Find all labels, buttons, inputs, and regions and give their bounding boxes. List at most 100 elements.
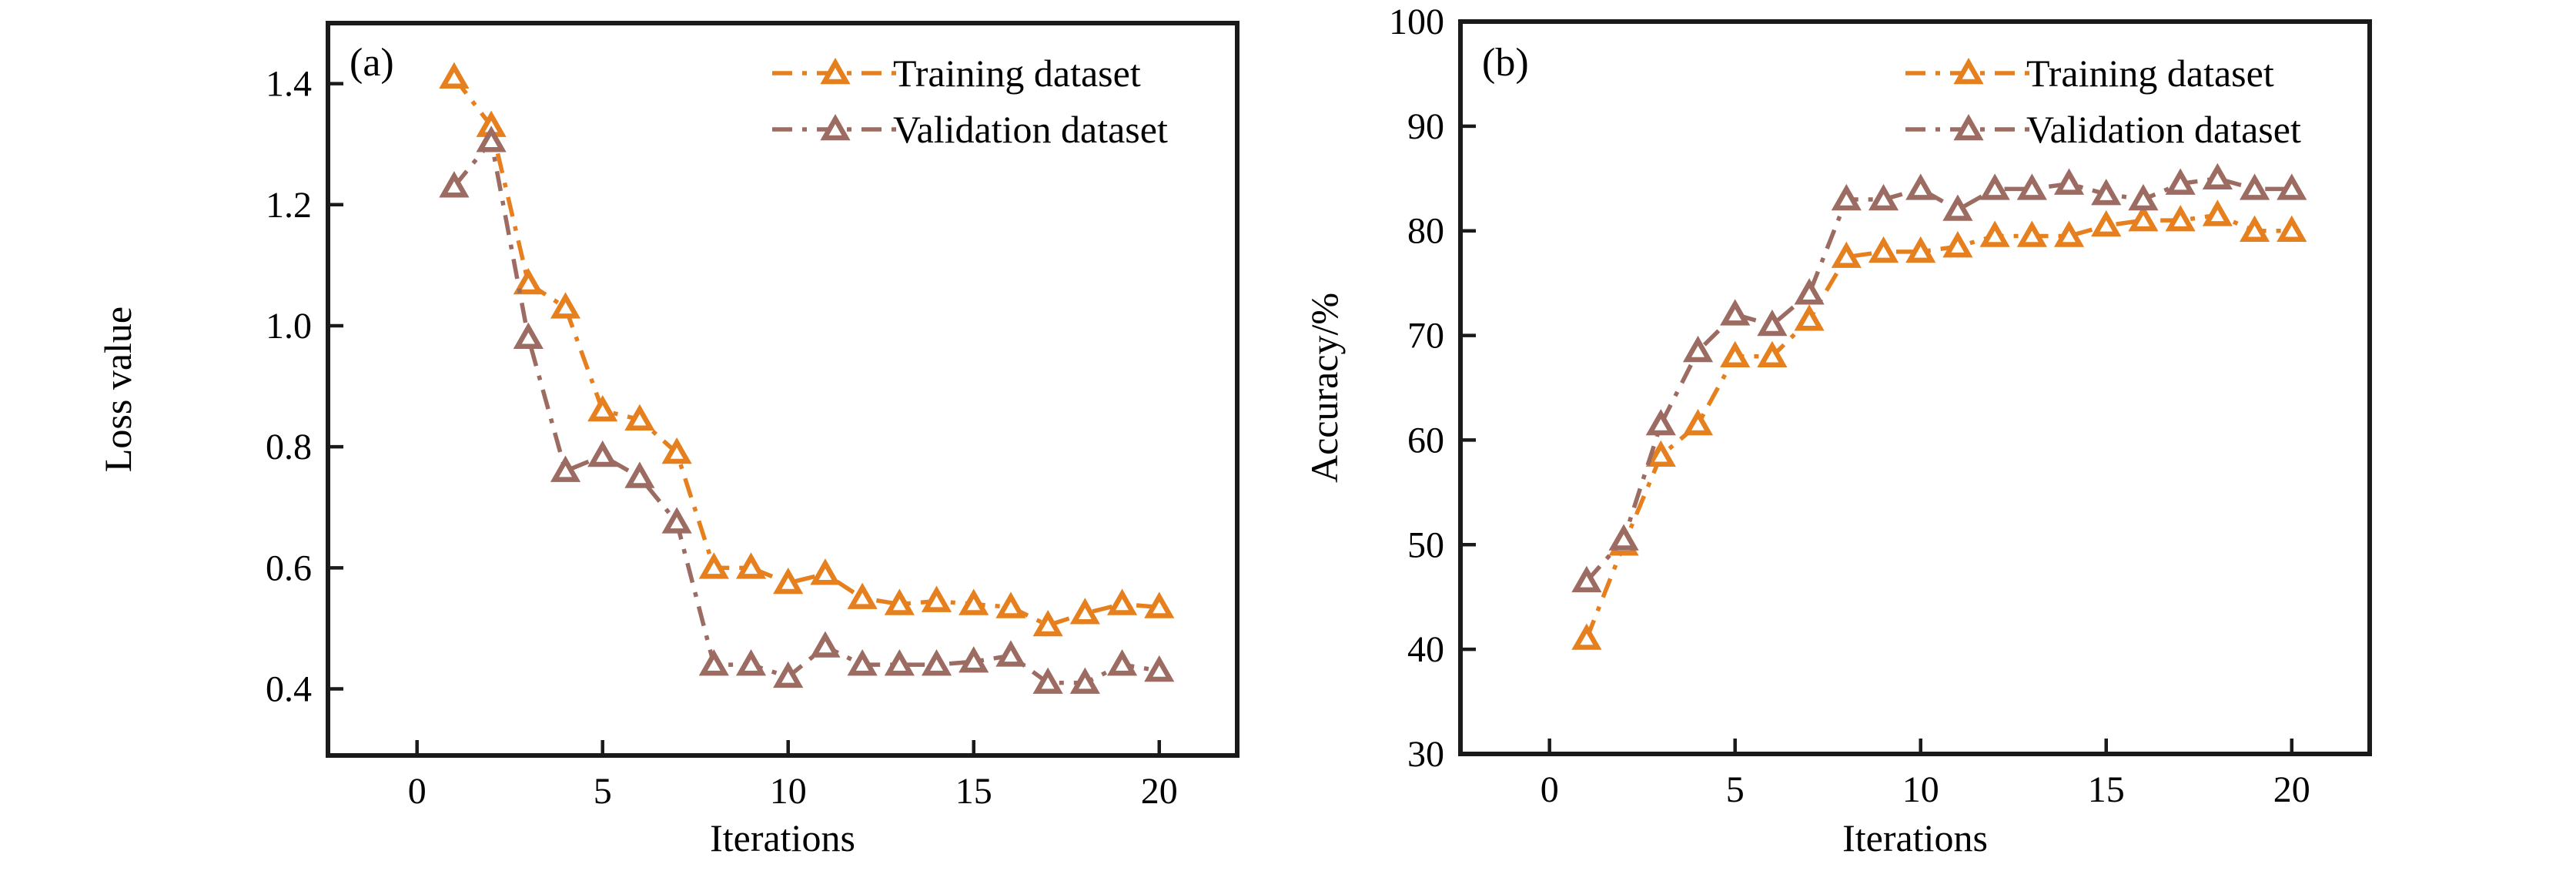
y-axis-title: Accuracy/% [1303,293,1346,483]
triangle-marker [439,171,470,198]
triangle-marker [1979,220,2010,247]
y-tick-label: 1.4 [266,64,312,105]
triangle-marker [513,322,544,349]
triangle-marker [1144,655,1175,682]
series-markers-training [1571,199,2307,650]
triangle-marker [661,437,692,464]
triangle-marker [698,552,729,579]
triangle-marker [1608,524,1639,551]
legend-triangle-marker [1953,57,1984,85]
triangle-marker [2016,173,2047,200]
y-tick-label: 0.8 [266,427,312,467]
triangle-marker [1144,591,1175,618]
triangle-marker [958,646,989,673]
series-line-validation [1584,176,2292,583]
y-tick-label: 90 [1407,106,1444,147]
x-tick-label: 5 [594,771,612,812]
triangle-marker [1032,609,1063,637]
y-tick-label: 30 [1407,734,1444,775]
triangle-marker [1868,183,1899,211]
triangle-marker [2128,183,2159,211]
x-tick-label: 20 [2273,769,2310,810]
legend-label-training: Training dataset [2026,52,2274,95]
triangle-marker [1069,598,1100,625]
triangle-marker [995,640,1026,667]
triangle-marker [995,591,1026,618]
y-tick-label: 100 [1389,2,1444,42]
triangle-marker [847,649,878,676]
panel-label: (a) [350,41,394,85]
triangle-marker [2091,209,2122,237]
triangle-marker [2202,199,2233,226]
legend-label-validation: Validation dataset [893,108,1168,151]
triangle-marker [587,394,618,422]
triangle-marker [550,455,581,482]
triangle-marker [2239,215,2270,242]
x-tick-label: 20 [1141,771,1178,812]
triangle-marker [1831,241,1862,268]
plot-frame [1458,19,2372,756]
triangle-marker [1905,173,1936,200]
triangle-marker [1720,340,1751,367]
series-markers-validation [1571,162,2307,593]
triangle-marker [884,649,915,676]
triangle-marker [1682,408,1714,436]
triangle-marker [2277,173,2307,200]
series-markers-validation [439,126,1175,694]
x-tick-label: 15 [955,771,992,812]
triangle-marker [921,649,952,676]
y-tick-label: 80 [1407,211,1444,252]
triangle-marker [1645,440,1676,467]
triangle-marker [661,507,692,534]
triangle-marker [847,582,878,609]
y-axis-title: Loss value [96,307,139,472]
triangle-marker [624,461,655,488]
triangle-marker [439,62,470,89]
triangle-marker [624,404,655,431]
x-tick-label: 10 [770,771,807,812]
triangle-marker [1032,667,1063,694]
x-tick-label: 10 [1902,769,1939,810]
y-tick-label: 40 [1407,629,1444,670]
triangle-marker [2091,179,2122,206]
x-tick-label: 5 [1726,769,1745,810]
accuracy-chart-panel: 0 5 10 15 20 30 40 50 60 70 80 90 100 Iterations Accur… [1303,2,2372,859]
triangle-marker [2053,168,2085,195]
triangle-marker [476,126,507,152]
triangle-marker [884,588,915,615]
triangle-marker [1794,278,1825,305]
y-tick-label: 0.6 [266,548,312,588]
triangle-marker [1571,623,1602,650]
legend: Training dataset Validation dataset [772,52,1168,151]
triangle-marker [773,661,804,688]
triangle-marker [1831,183,1862,211]
triangle-marker [1720,299,1751,326]
triangle-marker [958,588,989,615]
panel-label: (b) [1482,41,1529,85]
y-tick-label: 0.4 [266,669,312,710]
legend-label-training: Training dataset [893,52,1141,95]
y-tick-label: 70 [1407,316,1444,357]
triangle-marker [1905,236,1936,263]
triangle-marker [1571,565,1602,593]
triangle-marker [1942,194,1973,221]
triangle-marker [1757,340,1788,367]
triangle-marker [1757,309,1788,337]
triangle-marker [698,649,729,676]
x-axis-title: Iterations [710,816,855,859]
series-line-validation [452,136,1160,685]
x-tick-label: 0 [408,771,427,812]
y-tick-label: 1.2 [266,185,312,226]
y-tick-label: 60 [1407,420,1444,461]
triangle-marker [1868,236,1899,263]
triangle-marker [2202,162,2233,190]
series-markers-training [439,62,1175,637]
triangle-marker [2128,205,2159,232]
triangle-marker [513,267,544,295]
legend-triangle-marker [1953,113,1984,141]
triangle-marker [2165,168,2196,195]
y-tick-label: 50 [1407,524,1444,565]
triangle-marker [2016,220,2047,247]
triangle-marker [810,631,841,658]
